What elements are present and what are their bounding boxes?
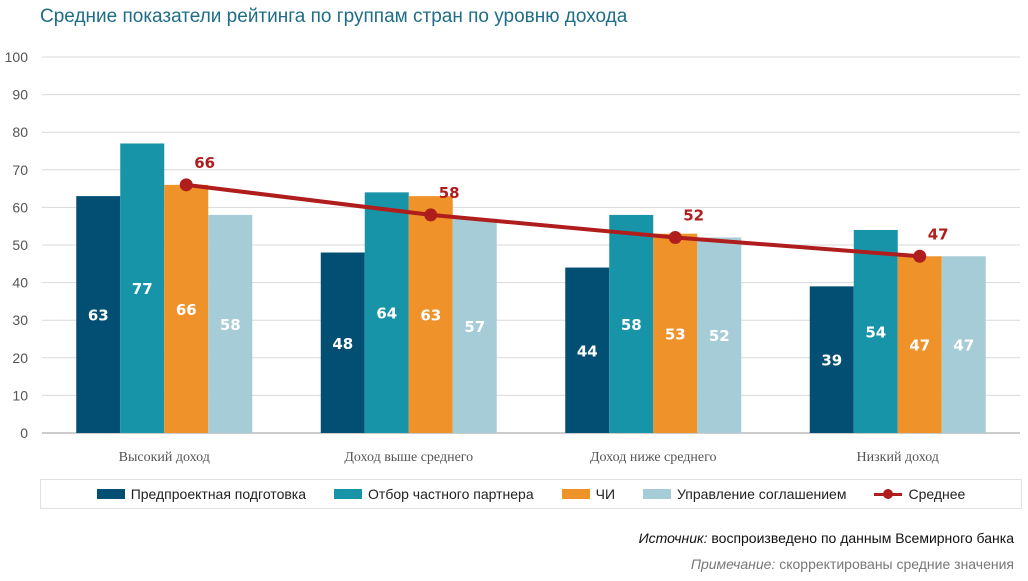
x-tick-label: Доход ниже среднего: [590, 450, 717, 465]
y-tick-label: 30: [12, 312, 28, 328]
bar: [941, 256, 986, 433]
y-tick-label: 80: [12, 124, 28, 140]
legend-label-series-4: Управление соглашением: [677, 486, 847, 502]
y-tick-label: 50: [12, 237, 28, 253]
bar-value-label: 39: [821, 352, 842, 370]
legend-label-series-3: ЧИ: [595, 486, 616, 502]
bar-value-label: 47: [953, 337, 974, 355]
average-point: [668, 230, 682, 244]
legend-swatch-series-1: [96, 489, 125, 499]
bar: [320, 252, 365, 433]
bar-value-label: 63: [88, 307, 109, 325]
bar: [408, 196, 453, 433]
y-tick-label: 90: [12, 87, 28, 103]
legend-swatch-series-2: [334, 489, 363, 499]
average-line: [186, 182, 920, 259]
bar-value-label: 53: [665, 325, 686, 343]
legend-item-series-3: ЧИ: [561, 486, 616, 502]
x-tick-label: Высокий доход: [119, 450, 210, 465]
bar-chart: 0 10 20 30 40 50 60 70 80 90 100 63 77 66 58 Высокий до…: [5, 49, 1020, 465]
chart-title: Средние показатели рейтинга по группам с…: [40, 6, 628, 27]
bar: [120, 143, 165, 434]
legend-label-series-1: Предпроектная подготовка: [130, 486, 307, 502]
average-value-label: 47: [928, 225, 949, 243]
bar-value-label: 44: [577, 342, 598, 360]
source-prefix: Источник:: [638, 530, 708, 546]
legend-label-series-2: Отбор частного партнера: [368, 486, 534, 502]
average-value-label: 66: [194, 154, 215, 172]
x-tick-label: Низкий доход: [857, 450, 939, 465]
average-value-label: 58: [439, 184, 460, 202]
y-tick-label: 40: [12, 275, 28, 291]
y-tick-label: 100: [5, 49, 29, 65]
bar-value-label: 48: [332, 335, 353, 353]
legend-swatch-series-4: [643, 489, 672, 499]
chart-legend: Предпроектная подготовка Отбор частного …: [40, 479, 1022, 509]
average-value-label: 52: [683, 206, 704, 224]
bar-value-label: 52: [709, 327, 730, 345]
legend-label-average: Среднее: [908, 486, 966, 502]
average-point: [179, 178, 193, 192]
bar-value-label: 63: [420, 307, 441, 325]
y-tick-label: 60: [12, 199, 28, 215]
bar: [208, 214, 253, 433]
legend-item-series-1: Предпроектная подготовка: [96, 486, 307, 502]
bar-value-label: 57: [464, 318, 485, 336]
legend-swatch-average: [874, 488, 903, 500]
y-tick-label: 10: [12, 387, 28, 403]
bar: [853, 229, 898, 433]
bar-value-label: 64: [376, 305, 397, 323]
average-point: [913, 249, 927, 263]
bar: [897, 256, 942, 433]
bar: [809, 286, 854, 433]
average-point: [424, 208, 438, 222]
y-tick-label: 0: [20, 425, 28, 441]
x-tick-label: Доход выше среднего: [344, 450, 473, 465]
bar-value-label: 58: [621, 316, 642, 334]
bar-value-label: 77: [132, 280, 153, 298]
y-tick-label: 20: [12, 350, 28, 366]
bar: [76, 196, 121, 433]
note-text: скорректированы средние значения: [775, 556, 1014, 572]
note-prefix: Примечание:: [690, 556, 776, 572]
bar: [609, 214, 654, 433]
source-note: Источник: воспроизведено по данным Всеми…: [639, 530, 1014, 546]
bar: [653, 233, 698, 433]
bar: [565, 267, 610, 433]
bar-value-label: 54: [865, 323, 886, 341]
bar-value-label: 47: [909, 337, 930, 355]
source-text: воспроизведено по данным Всемирного банк…: [707, 530, 1014, 546]
legend-item-series-2: Отбор частного партнера: [334, 486, 534, 502]
bar: [452, 218, 497, 433]
footnote: Примечание: скорректированы средние знач…: [691, 556, 1014, 572]
y-tick-label: 70: [12, 162, 28, 178]
bar-value-label: 58: [220, 316, 241, 334]
bar-value-label: 66: [176, 301, 197, 319]
legend-item-average: Среднее: [874, 486, 965, 502]
bar: [364, 192, 409, 433]
legend-swatch-series-3: [561, 489, 590, 499]
bar: [164, 184, 209, 433]
legend-item-series-4: Управление соглашением: [643, 486, 846, 502]
bar: [697, 237, 742, 433]
